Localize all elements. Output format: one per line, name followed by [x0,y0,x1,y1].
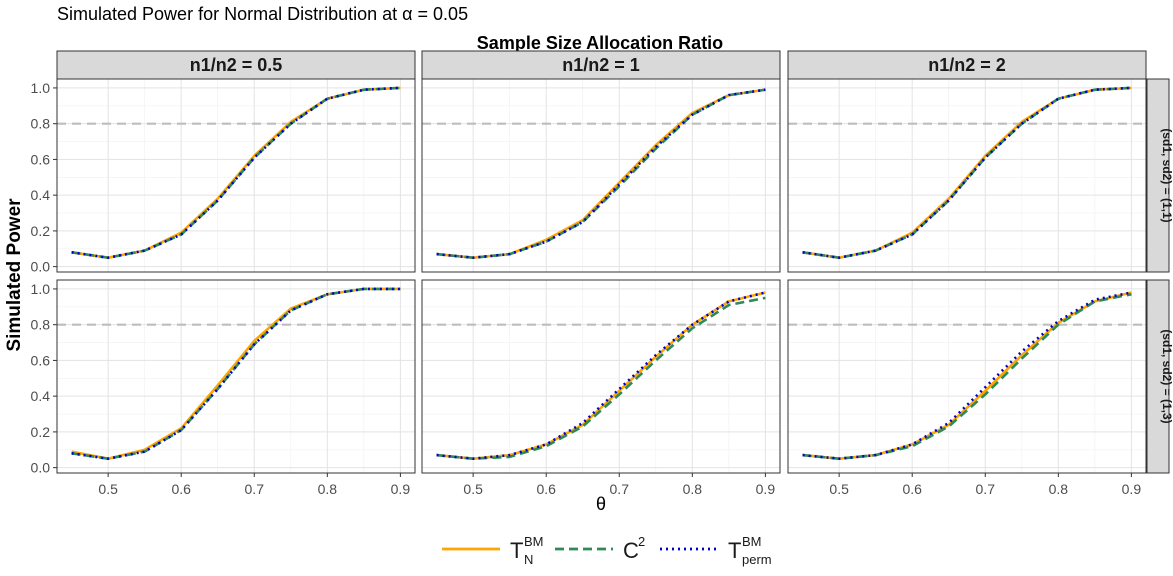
y-tick-label: 0.8 [31,317,51,333]
row-strip-label: (sd1, sd2) = (1,3) [1160,329,1173,423]
x-tick-label: 0.9 [391,481,411,497]
y-tick-label: 1.0 [31,281,51,297]
series-line [802,86,1132,260]
column-strip-label: n1/n2 = 0.5 [190,55,283,75]
x-tick-label: 0.7 [976,481,996,497]
panel-border [421,78,781,273]
x-tick-label: 0.8 [1049,481,1069,497]
column-strip-label: n1/n2 = 1 [562,55,640,75]
x-tick-label: 0.5 [98,481,118,497]
series-line [436,291,766,461]
x-tick-label: 0.5 [463,481,483,497]
facet-panel [421,78,781,273]
series-line [802,86,1132,260]
facet-panels: n1/n2 = 0.5 n1/n2 = 1 n1/n2 = 2 (sd1, sd2) … [31,50,1173,497]
series-line [71,287,401,461]
x-tick-label: 0.9 [1122,481,1142,497]
column-strip-label: n1/n2 = 2 [928,55,1006,75]
legend-label: T [510,538,523,563]
series-line [71,287,401,461]
facet-panel: 0.0 0.2 0.4 0.6 0.8 1.0 [31,78,416,275]
series-line [71,86,401,260]
y-axis-title: Simulated Power [4,198,25,352]
x-tick-label: 0.8 [318,481,338,497]
legend-label: C [623,538,639,563]
series-line [71,287,401,461]
y-tick-label: 0.4 [31,388,51,404]
x-tick-label: 0.6 [171,481,191,497]
facet-panel [787,78,1147,273]
series-line [802,293,1132,461]
facet-panel: 0.5 0.6 0.7 0.8 0.9 0.0 0.2 0.4 0.6 0.8 1.0 [31,279,416,497]
series-line [436,88,766,260]
y-tick-label: 0.2 [31,223,51,239]
x-tick-label: 0.9 [756,481,776,497]
series-line [71,86,401,260]
y-tick-label: 0.8 [31,116,51,132]
panel-border [56,78,416,273]
series-line [436,88,766,260]
y-tick-label: 1.0 [31,80,51,96]
panel-border [421,279,781,474]
series-line [436,291,766,461]
y-tick-label: 0.2 [31,424,51,440]
series-line [71,86,401,260]
row-strip [1146,279,1170,474]
x-axis-title: θ [596,494,606,514]
chart-title: Simulated Power for Normal Distribution … [57,4,468,24]
series-line [436,88,766,260]
y-tick-label: 0.0 [31,460,51,476]
legend-label-superscript: 2 [638,534,645,549]
series-line [802,291,1132,461]
facet-column-title: Sample Size Allocation Ratio [477,33,723,53]
x-tick-label: 0.6 [902,481,922,497]
facet-panel: 0.5 0.6 0.7 0.8 0.9 [787,279,1147,497]
panel-border [787,78,1147,273]
legend-label-superscript: BM [524,534,544,549]
legend-label-subscript: N [524,552,533,567]
y-tick-label: 0.6 [31,352,51,368]
column-strip [421,50,781,80]
row-strip-label: (sd1, sd2) = (1,1) [1160,128,1173,222]
x-tick-label: 0.7 [245,481,265,497]
legend-label-superscript: BM [742,534,762,549]
column-strip [787,50,1147,80]
column-strip [56,50,416,80]
x-tick-label: 0.6 [536,481,556,497]
legend-label-subscript: perm [742,552,772,567]
series-line [802,291,1132,461]
facet-panel: 0.5 0.6 0.7 0.8 0.9 [421,279,781,497]
panel-border [787,279,1147,474]
panel-border [56,279,416,474]
x-tick-label: 0.8 [683,481,703,497]
legend-label: T [728,538,741,563]
y-tick-label: 0.6 [31,151,51,167]
y-tick-label: 0.0 [31,259,51,275]
x-tick-label: 0.5 [829,481,849,497]
x-tick-label: 0.7 [610,481,630,497]
row-strip [1146,78,1170,273]
series-line [802,86,1132,260]
y-tick-label: 0.4 [31,187,51,203]
